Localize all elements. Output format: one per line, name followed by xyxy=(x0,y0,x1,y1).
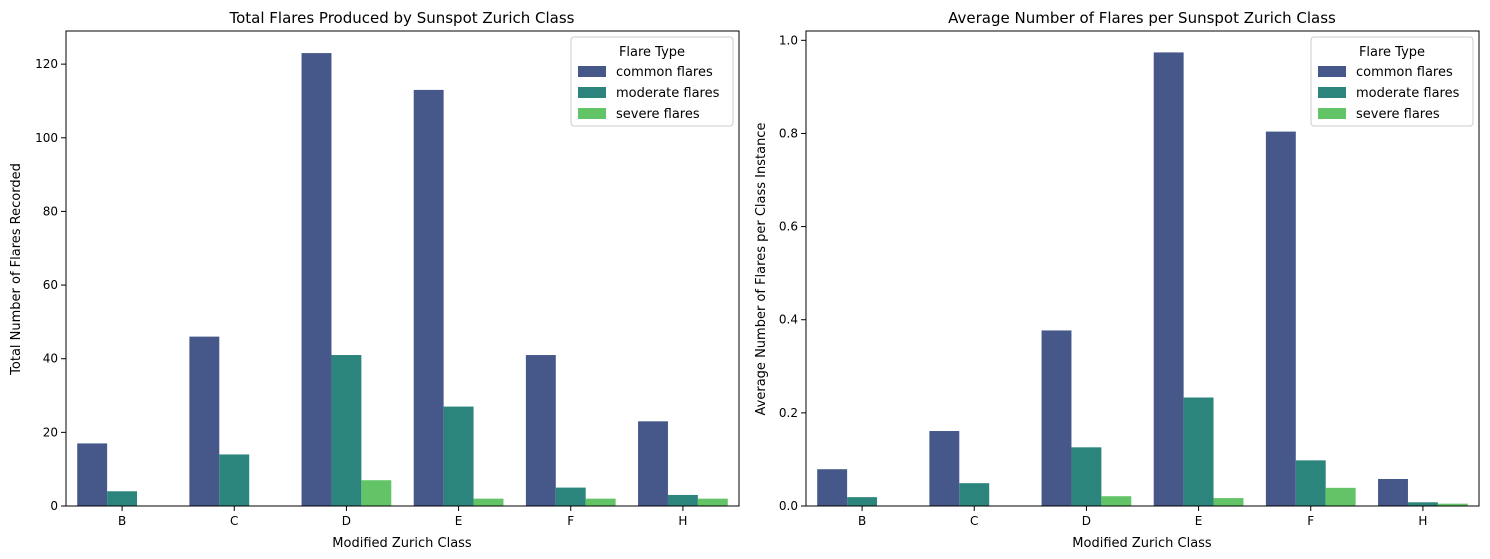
bar-severe-d xyxy=(361,480,392,506)
bar-moderate-d xyxy=(331,355,362,506)
plot-area: 0 20 40 60 80 100 120 B C D E F H xyxy=(35,30,740,528)
legend-label-moderate: moderate flares xyxy=(1356,86,1460,101)
y-tick-label: 80 xyxy=(43,204,58,218)
y-tick-label: 0.2 xyxy=(779,406,798,420)
y-axis-label: Average Number of Flares per Class Insta… xyxy=(754,123,769,416)
plot-area: 0.0 0.2 0.4 0.6 0.8 1.0 B C D E F H xyxy=(779,30,1480,528)
bar-common-d xyxy=(1041,330,1072,506)
bar-severe-e xyxy=(1213,498,1244,506)
x-tick-label: B xyxy=(858,514,866,528)
legend-label-severe: severe flares xyxy=(1356,107,1440,122)
x-tick-label: F xyxy=(1307,514,1314,528)
y-axis-label: Total Number of Flares Recorded xyxy=(9,163,24,376)
bar-common-c xyxy=(189,336,220,506)
legend-swatch-moderate xyxy=(1318,87,1346,98)
axes-frame xyxy=(805,30,1480,507)
y-tick-label: 0.0 xyxy=(779,499,798,513)
bar-severe-e xyxy=(473,498,504,506)
bar-severe-f xyxy=(1325,487,1356,506)
bar-severe-f xyxy=(585,498,616,506)
chart-total-flares: Total Flares Produced by Sunspot Zurich … xyxy=(9,9,740,551)
y-tick-label: 0 xyxy=(50,499,58,513)
legend-frame xyxy=(1310,36,1474,127)
bar-common-e xyxy=(1153,52,1184,507)
legend: Flare Type common flares moderate flares… xyxy=(570,36,734,127)
legend-swatch-moderate xyxy=(578,87,606,98)
y-tick-label: 0.4 xyxy=(779,313,798,327)
bar-severe-d xyxy=(1101,496,1132,506)
bar-common-f xyxy=(1265,131,1296,506)
bar-moderate-b xyxy=(107,491,138,506)
bar-moderate-h xyxy=(1407,502,1438,506)
x-axis-label: Modified Zurich Class xyxy=(1072,536,1212,551)
axes-frame xyxy=(65,30,740,507)
bar-moderate-c xyxy=(219,454,250,506)
x-tick-label: C xyxy=(230,514,238,528)
x-tick-label: D xyxy=(342,514,351,528)
legend: Flare Type common flares moderate flares… xyxy=(1310,36,1474,127)
legend-swatch-severe xyxy=(1318,108,1346,119)
x-tick-label: C xyxy=(970,514,978,528)
legend-title: Flare Type xyxy=(619,45,685,60)
bar-common-d xyxy=(301,53,332,507)
bar-common-f xyxy=(525,355,556,506)
x-tick-label: B xyxy=(118,514,126,528)
legend-swatch-common xyxy=(1318,66,1346,77)
bar-severe-h xyxy=(697,498,728,506)
bar-common-b xyxy=(77,443,108,506)
bar-common-c xyxy=(929,431,960,506)
bar-common-h xyxy=(638,421,668,506)
legend-label-severe: severe flares xyxy=(616,107,700,122)
legend-frame xyxy=(570,36,734,127)
x-tick-label: E xyxy=(455,514,463,528)
bar-severe-h xyxy=(1437,503,1468,506)
legend-label-common: common flares xyxy=(616,65,713,80)
bar-common-h xyxy=(1378,478,1408,506)
chart-title: Total Flares Produced by Sunspot Zurich … xyxy=(229,9,575,27)
y-tick-label: 0.6 xyxy=(779,220,798,234)
y-tick-label: 60 xyxy=(43,278,58,292)
bar-moderate-f xyxy=(555,487,586,506)
y-tick-label: 120 xyxy=(35,57,58,71)
bar-common-b xyxy=(817,469,848,506)
legend-swatch-common xyxy=(578,66,606,77)
bar-moderate-d xyxy=(1071,447,1102,506)
y-tick-label: 40 xyxy=(43,352,58,366)
legend-label-common: common flares xyxy=(1356,65,1453,80)
bar-moderate-h xyxy=(667,494,698,506)
bar-moderate-b xyxy=(847,497,878,506)
bar-moderate-e xyxy=(1183,397,1214,506)
legend-label-moderate: moderate flares xyxy=(616,86,720,101)
chart-title: Average Number of Flares per Sunspot Zur… xyxy=(948,9,1336,27)
y-tick-label: 20 xyxy=(43,425,58,439)
bar-moderate-c xyxy=(959,483,990,506)
y-tick-label: 1.0 xyxy=(779,33,798,47)
bar-common-e xyxy=(413,89,444,506)
x-tick-label: E xyxy=(1195,514,1203,528)
legend-title: Flare Type xyxy=(1359,45,1425,60)
x-tick-label: D xyxy=(1082,514,1091,528)
x-axis-label: Modified Zurich Class xyxy=(332,536,472,551)
y-tick-label: 100 xyxy=(35,131,58,145)
x-tick-label: F xyxy=(567,514,574,528)
y-tick-label: 0.8 xyxy=(779,126,798,140)
x-tick-label: H xyxy=(1418,514,1427,528)
chart-average-flares: Average Number of Flares per Sunspot Zur… xyxy=(754,9,1480,551)
legend-swatch-severe xyxy=(578,108,606,119)
bar-moderate-e xyxy=(443,406,474,506)
x-tick-label: H xyxy=(678,514,687,528)
bar-moderate-f xyxy=(1295,460,1326,506)
